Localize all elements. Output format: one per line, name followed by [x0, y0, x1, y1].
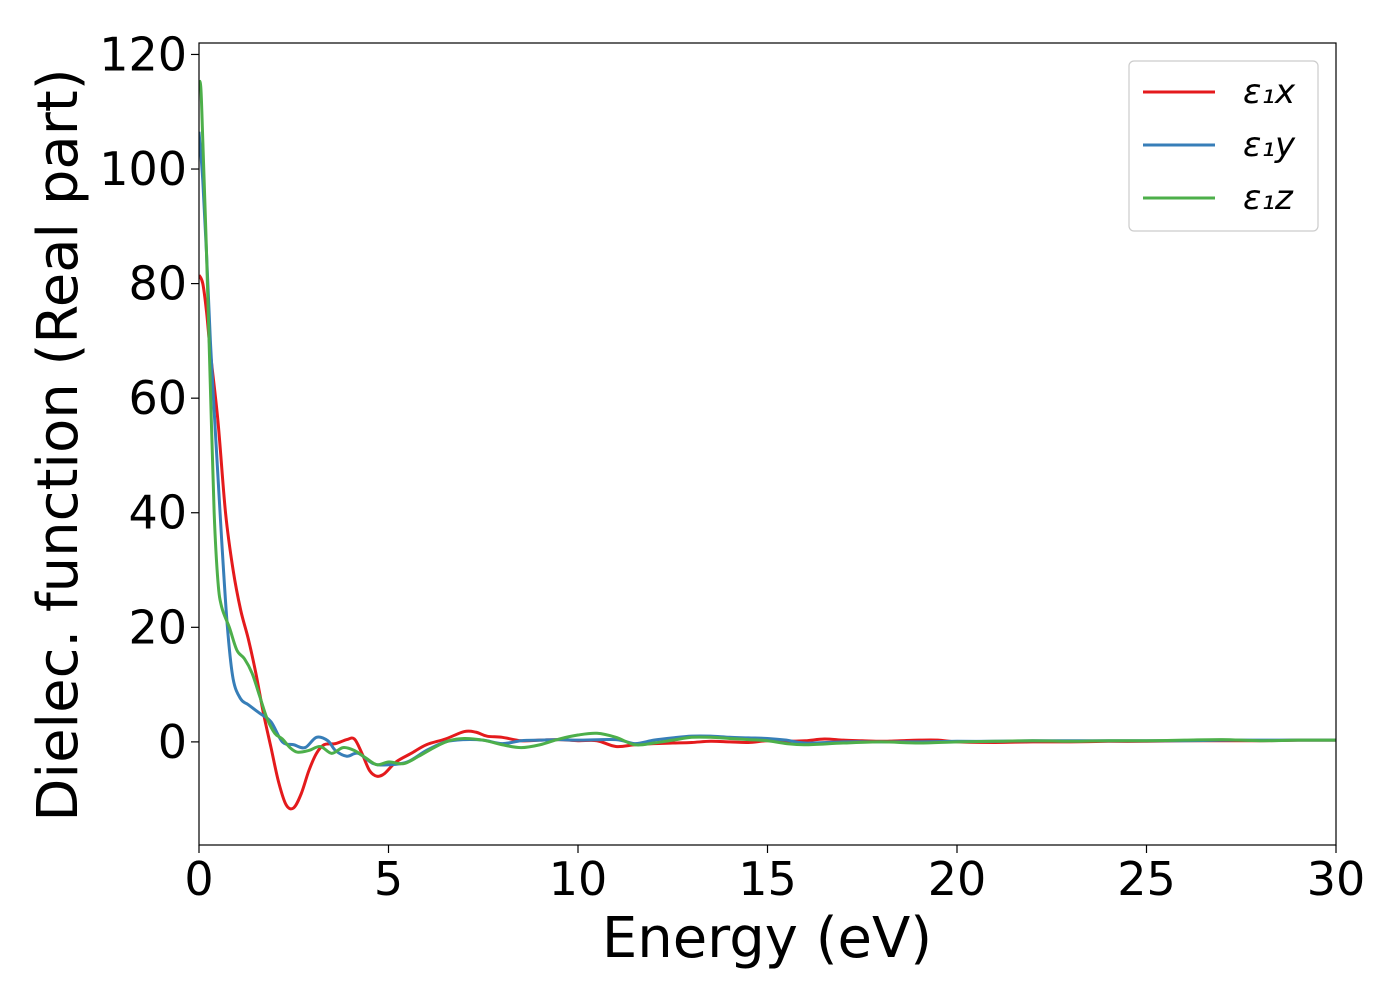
legend-label: ε₁z	[1243, 178, 1294, 218]
y-tick-label: 120	[99, 27, 187, 81]
y-tick-label: 40	[128, 486, 187, 540]
y-tick-label: 60	[128, 371, 187, 425]
y-axis-ticks: 0 20 40 60 80 100 120	[99, 27, 199, 769]
x-tick-label: 10	[549, 852, 608, 906]
y-tick-label: 20	[128, 600, 187, 654]
legend-box	[1128, 60, 1319, 232]
y-tick-label: 80	[128, 257, 187, 311]
y-tick-label: 100	[99, 142, 187, 196]
x-tick-label: 25	[1117, 852, 1176, 906]
x-tick-label: 0	[184, 852, 213, 906]
legend-label: ε₁y	[1243, 125, 1296, 165]
plot-lines	[199, 79, 1336, 811]
x-axis-title: Energy (eV)	[602, 906, 932, 971]
x-tick-label: 30	[1307, 852, 1366, 906]
x-tick-label: 20	[928, 852, 987, 906]
series-line-0	[199, 274, 1336, 811]
x-tick-label: 5	[374, 852, 403, 906]
y-axis-title: Dielec. function (Real part)	[26, 68, 91, 821]
legend: ε₁x ε₁y ε₁z	[1128, 60, 1319, 232]
x-axis-ticks: 0 5 10 15 20 25 30	[184, 845, 1365, 906]
series-line-2	[199, 79, 1336, 767]
legend-label: ε₁x	[1243, 72, 1296, 112]
x-tick-label: 15	[738, 852, 797, 906]
y-tick-label: 0	[158, 715, 187, 769]
